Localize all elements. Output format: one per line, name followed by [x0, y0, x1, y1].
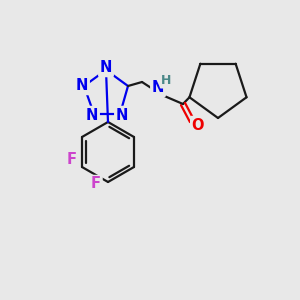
- Text: F: F: [67, 152, 77, 166]
- Text: O: O: [192, 118, 204, 133]
- Text: N: N: [116, 107, 128, 122]
- Text: N: N: [86, 107, 98, 122]
- Text: H: H: [161, 74, 171, 88]
- Text: N: N: [76, 79, 88, 94]
- Text: N: N: [152, 80, 164, 95]
- Text: F: F: [91, 176, 101, 191]
- Text: N: N: [100, 61, 112, 76]
